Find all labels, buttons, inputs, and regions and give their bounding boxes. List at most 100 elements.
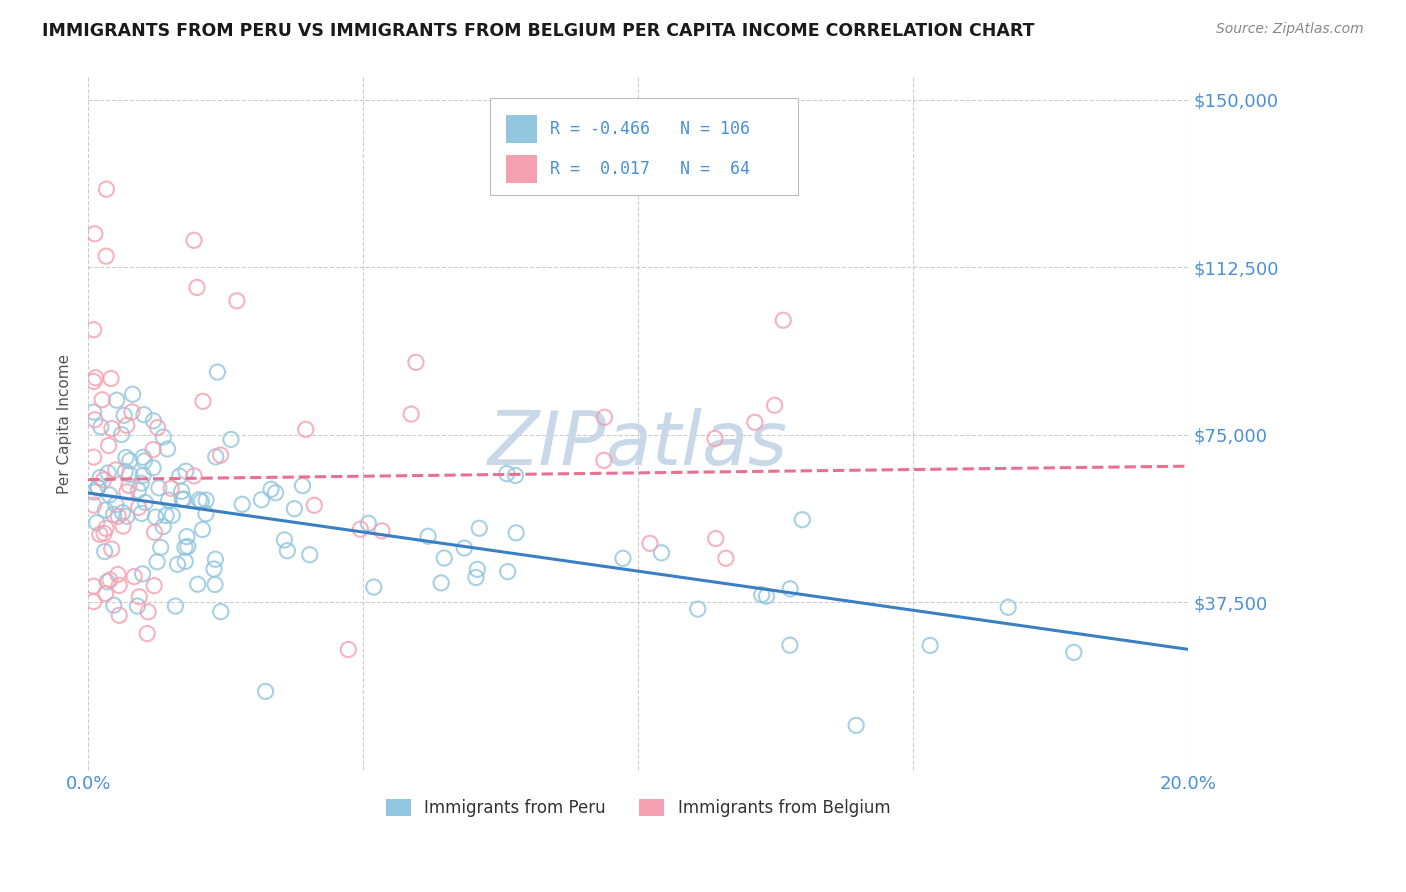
Point bbox=[264, 485, 287, 500]
Point bbox=[260, 483, 283, 497]
Point bbox=[465, 570, 488, 584]
Text: Source: ZipAtlas.com: Source: ZipAtlas.com bbox=[1216, 22, 1364, 37]
Point bbox=[845, 718, 868, 732]
Point bbox=[97, 466, 120, 480]
Point bbox=[94, 521, 117, 535]
Point bbox=[121, 387, 143, 401]
Point bbox=[283, 501, 305, 516]
Point bbox=[108, 608, 131, 623]
Point bbox=[337, 642, 360, 657]
Point bbox=[115, 450, 138, 465]
Point bbox=[291, 478, 314, 492]
Text: R =  0.017   N =  64: R = 0.017 N = 64 bbox=[550, 161, 751, 178]
Point bbox=[792, 513, 814, 527]
Text: R = -0.466   N = 106: R = -0.466 N = 106 bbox=[550, 120, 751, 137]
Point bbox=[225, 293, 247, 308]
Point bbox=[152, 430, 174, 444]
Point bbox=[173, 492, 195, 507]
Point bbox=[650, 546, 672, 560]
Bar bbox=[506, 155, 537, 183]
Point bbox=[183, 469, 205, 483]
Point bbox=[127, 599, 149, 613]
Point bbox=[779, 638, 801, 652]
Point bbox=[183, 233, 205, 247]
Point bbox=[157, 493, 180, 508]
Point bbox=[433, 551, 456, 566]
Point bbox=[104, 498, 127, 512]
Point bbox=[638, 536, 661, 550]
Point bbox=[131, 507, 153, 521]
Point bbox=[93, 473, 115, 487]
Point bbox=[103, 598, 125, 612]
Point bbox=[505, 525, 527, 540]
Point bbox=[136, 605, 159, 619]
Point bbox=[94, 249, 117, 263]
Point bbox=[177, 540, 200, 554]
Point bbox=[112, 519, 135, 533]
Point bbox=[231, 497, 253, 511]
Point bbox=[114, 465, 136, 479]
Point bbox=[779, 582, 801, 596]
Point bbox=[174, 541, 197, 555]
Point bbox=[191, 394, 214, 409]
Point bbox=[363, 580, 385, 594]
Point bbox=[304, 498, 326, 512]
Point bbox=[465, 562, 488, 576]
Point bbox=[83, 594, 105, 608]
Point bbox=[357, 516, 380, 531]
Point bbox=[136, 626, 159, 640]
Point bbox=[1063, 645, 1085, 659]
Point bbox=[142, 460, 165, 475]
Point bbox=[254, 684, 277, 698]
Point bbox=[166, 558, 188, 572]
Point bbox=[174, 464, 197, 478]
Point bbox=[100, 541, 122, 556]
Legend: Immigrants from Peru, Immigrants from Belgium: Immigrants from Peru, Immigrants from Be… bbox=[380, 792, 897, 824]
Point bbox=[98, 573, 121, 587]
Point bbox=[349, 522, 371, 536]
Point bbox=[416, 529, 439, 543]
Point bbox=[430, 575, 453, 590]
Point bbox=[145, 510, 167, 524]
Point bbox=[593, 410, 616, 425]
Point bbox=[83, 485, 105, 500]
Point bbox=[703, 432, 725, 446]
Point bbox=[103, 508, 125, 522]
Point bbox=[920, 639, 942, 653]
Point bbox=[146, 555, 169, 569]
Point bbox=[273, 533, 295, 547]
Point bbox=[118, 467, 141, 482]
Point bbox=[207, 365, 229, 379]
Point bbox=[169, 469, 191, 483]
Point bbox=[101, 421, 124, 435]
Point bbox=[174, 554, 197, 568]
Point bbox=[146, 420, 169, 434]
Point bbox=[204, 577, 226, 591]
Point bbox=[107, 509, 129, 524]
FancyBboxPatch shape bbox=[489, 98, 797, 195]
Point bbox=[131, 566, 153, 581]
Point bbox=[250, 492, 273, 507]
Point bbox=[148, 481, 170, 495]
Point bbox=[94, 503, 117, 517]
Point bbox=[209, 605, 232, 619]
Point bbox=[149, 541, 172, 555]
Point bbox=[195, 493, 218, 508]
Point bbox=[83, 498, 105, 512]
Point bbox=[83, 323, 105, 337]
Point bbox=[129, 476, 152, 491]
Point bbox=[87, 480, 110, 494]
Point bbox=[176, 530, 198, 544]
Point bbox=[83, 450, 105, 464]
Point bbox=[156, 442, 179, 456]
Point bbox=[160, 481, 183, 495]
Point bbox=[96, 182, 118, 196]
Point bbox=[115, 509, 138, 524]
Point bbox=[686, 602, 709, 616]
Point bbox=[294, 422, 316, 436]
Point bbox=[84, 371, 107, 385]
Point bbox=[219, 433, 242, 447]
Point bbox=[165, 599, 187, 613]
Point bbox=[772, 313, 794, 327]
Point bbox=[86, 516, 108, 530]
